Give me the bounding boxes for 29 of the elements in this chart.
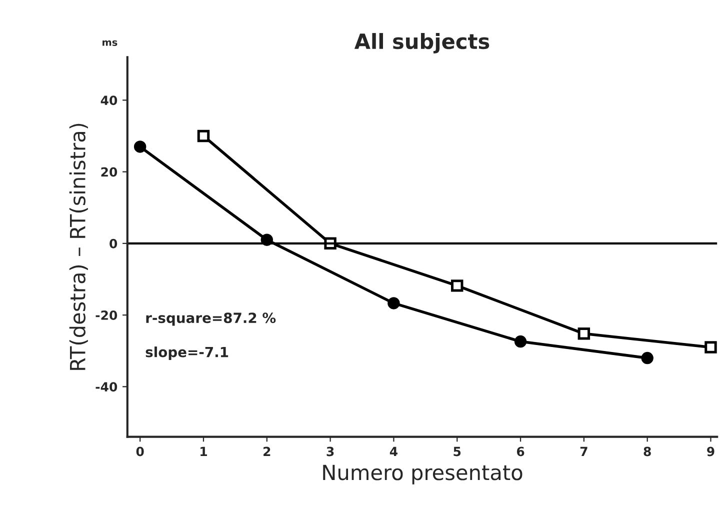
x-tick-label: 7: [580, 446, 588, 456]
annotation: r-square=87.2 %: [146, 312, 276, 326]
y-tick-label: 40: [100, 96, 118, 106]
x-tick-label: 3: [326, 446, 334, 456]
x-tick-label: 5: [454, 446, 461, 456]
x-tick-label: 1: [200, 446, 207, 456]
point: [134, 140, 146, 153]
point: [704, 341, 717, 354]
point: [451, 280, 464, 292]
point: [514, 335, 527, 348]
x-tick-label: 2: [264, 446, 270, 456]
y-tick-label: -40: [96, 382, 118, 392]
chart-title: All subjects: [354, 33, 490, 54]
x-tick-label: 8: [644, 446, 651, 456]
text: ms: [102, 40, 118, 46]
y-tick-label: -20: [96, 310, 118, 320]
annotation: slope=-7.1: [146, 346, 228, 360]
point: [641, 352, 654, 364]
point: [197, 130, 210, 142]
y-tick-label: 0: [110, 238, 118, 248]
y-tick-label: 20: [101, 167, 118, 177]
point: [578, 328, 590, 340]
y-axis-title: RT(destra) – RT(sinistra): [69, 124, 88, 370]
x-tick-label: 9: [707, 446, 714, 456]
x-tick-label: 4: [390, 446, 398, 456]
point: [388, 297, 400, 310]
x-tick-label: 6: [516, 446, 524, 456]
x-tick-label: 0: [136, 446, 144, 456]
x-axis-title: Numero presentato: [323, 464, 522, 484]
